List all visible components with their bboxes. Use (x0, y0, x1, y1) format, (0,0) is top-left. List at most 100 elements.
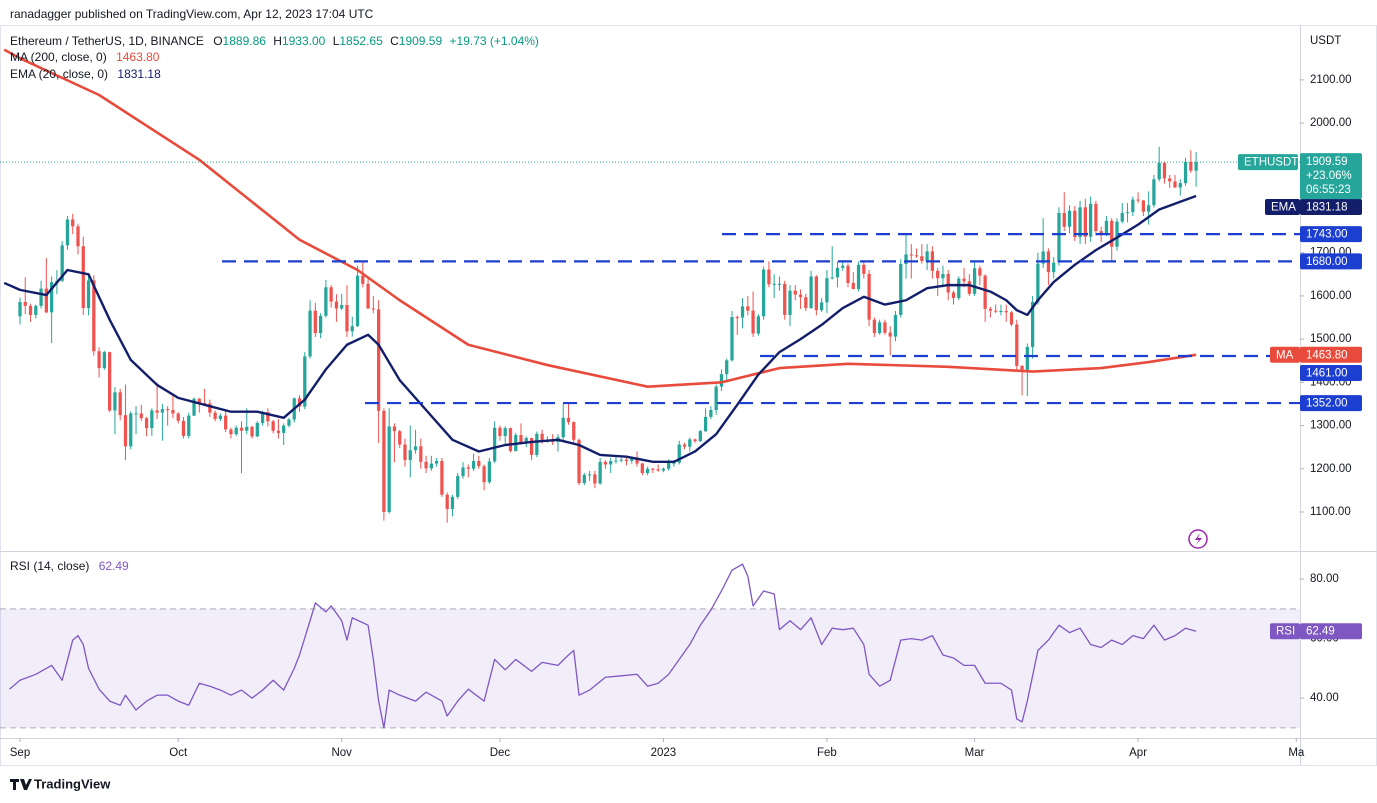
legend: Ethereum / TetherUS, 1D, BINANCE O1889.8… (10, 34, 539, 573)
y-tick-label: 1200.00 (1310, 463, 1352, 475)
candle-body (624, 459, 629, 461)
candle-body (123, 415, 128, 447)
candle (324, 279, 328, 318)
ma-legend: MA (200, close, 0) 1463.80 (10, 50, 160, 64)
candle-body (155, 410, 159, 413)
candle-body (218, 415, 223, 420)
candle-body (593, 474, 597, 484)
candle (102, 350, 107, 370)
symbol-badge-text: ETHUSDT (1244, 157, 1298, 169)
candle-body (540, 433, 544, 442)
candle (936, 267, 940, 296)
candle (1194, 152, 1198, 187)
candle (493, 421, 497, 464)
candle (587, 470, 592, 481)
candle-body (962, 278, 966, 282)
candle-body (899, 263, 903, 315)
candle (777, 276, 782, 291)
candle (999, 304, 1003, 316)
candle-body (176, 413, 180, 421)
ema-legend: EMA (20, close, 0) 1831.18 (10, 67, 161, 81)
rsi-pane (0, 563, 1300, 729)
candle-body (192, 398, 196, 416)
alert-icon[interactable] (1188, 529, 1208, 549)
candle (746, 295, 750, 316)
rsi-name-badge-text: RSI (1276, 626, 1295, 638)
candle-body (86, 280, 91, 309)
candle (1178, 179, 1182, 196)
candle (904, 234, 908, 279)
candle-body (97, 351, 101, 369)
rsi-name-badge-box (1270, 623, 1300, 640)
candle (1136, 192, 1140, 204)
candle (1131, 196, 1135, 216)
candle-body (830, 277, 834, 279)
candle-body (44, 288, 48, 313)
candle (76, 223, 80, 255)
candle-body (698, 431, 702, 442)
ema-legend-name: EMA (20, close, 0) (10, 67, 108, 81)
candle (266, 408, 270, 427)
candle (1004, 304, 1008, 322)
candle-body (297, 398, 302, 407)
candle-body (1125, 212, 1130, 214)
x-tick-label: Mar (965, 747, 985, 759)
candle (97, 347, 101, 378)
alert-bolt[interactable] (1195, 533, 1202, 545)
candle-body (651, 468, 655, 470)
candle-body (1062, 212, 1066, 227)
candle-body (572, 422, 576, 440)
candle (841, 261, 845, 271)
candle (461, 462, 465, 479)
candle (18, 297, 22, 325)
y-tick-label: 1300.00 (1310, 420, 1352, 432)
candle (820, 298, 824, 312)
ma-value-badge-text: 1463.80 (1306, 349, 1348, 361)
candle (566, 403, 571, 425)
candle-body (355, 275, 360, 327)
candle (740, 298, 745, 329)
candle-body (413, 446, 418, 451)
candle-body (524, 438, 528, 444)
candle-body (461, 467, 465, 477)
candle-body (1157, 162, 1161, 180)
last-price-text: 1909.59 (1306, 156, 1348, 168)
candle-body (376, 309, 381, 411)
candle (197, 397, 201, 413)
candle-body (466, 467, 470, 469)
candle-body (498, 427, 502, 436)
candle (1094, 200, 1098, 236)
candle-body (150, 410, 154, 429)
candle (171, 394, 175, 419)
candle-body (318, 315, 323, 334)
candle (719, 369, 724, 391)
candle (508, 427, 513, 453)
candle (71, 213, 75, 235)
candle-body (835, 267, 840, 278)
candle-body (334, 301, 339, 309)
alert-circle[interactable] (1188, 529, 1208, 549)
candle (382, 408, 386, 521)
candle (561, 403, 565, 441)
candle-body (23, 301, 27, 306)
candle-body (682, 444, 687, 447)
ema-line (3, 194, 1197, 464)
candle-body (234, 427, 238, 435)
candle-body (1168, 178, 1172, 182)
candle (387, 408, 391, 514)
candle (788, 285, 792, 327)
rsi-value-badge-box (1300, 623, 1362, 640)
candle-body (519, 435, 523, 444)
candle-body (429, 463, 433, 469)
candle-body (793, 290, 797, 295)
candle (920, 244, 924, 264)
candle (872, 317, 877, 337)
ohlc-key: H (273, 34, 282, 48)
candle (239, 421, 244, 474)
countdown-text: 06:55:23 (1306, 184, 1351, 196)
candle (229, 427, 233, 439)
candle (656, 464, 660, 472)
candle-body (361, 275, 365, 284)
candle (609, 457, 613, 474)
candle-body (598, 461, 602, 484)
